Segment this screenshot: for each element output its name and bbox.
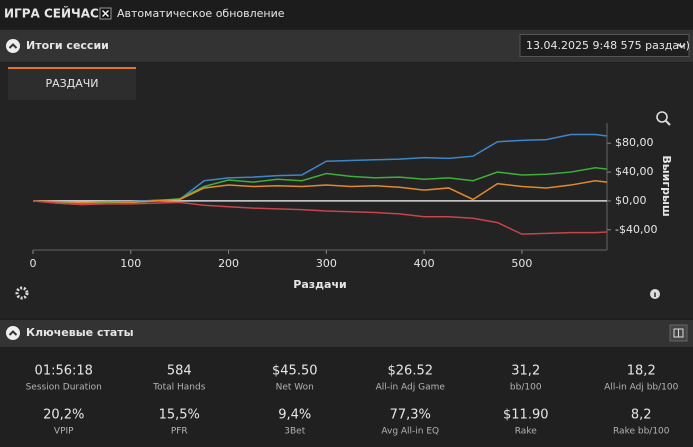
page-title: ИГРА СЕЙЧАС [4,6,99,21]
stats-panel [0,348,693,447]
stat-value: 584 [167,364,192,379]
series-line [32,179,608,204]
stat-label: Rake [515,427,537,437]
stat-value: 18,2 [627,364,656,379]
stat-value: 77,3% [390,408,431,423]
stat-value: 31,2 [511,364,540,379]
y-axis-label: Выигрыш [660,155,673,216]
stat-label: Net Won [276,383,314,393]
session-title: Итоги сессии [26,39,109,52]
collapse-arrow [8,43,18,49]
tab[interactable] [8,67,136,100]
dropdown-chevron [677,43,686,49]
y-tick-label: $80,00 [615,136,654,149]
stat-label: Avg All-in EQ [381,427,439,437]
x-tick-label: 500 [511,257,532,270]
stat-value: 15,5% [159,408,200,423]
stat-label: Session Duration [26,383,102,393]
y-tick-label: -$40,00 [615,223,657,236]
stat-label: Rake bb/100 [613,427,670,437]
zoom-handle [665,120,671,126]
x-tick-label: 300 [316,257,337,270]
tab-label: РАЗДАЧИ [45,77,98,90]
auto-update-label[interactable]: Автоматическое обновление [117,7,285,20]
stats-collapse-arrow [8,330,18,336]
stat-label: All-in Adj Game [376,383,446,393]
session-dropdown[interactable] [519,34,690,57]
stat-value: 8,2 [631,408,652,423]
stat-label: All-in Adj bb/100 [604,383,678,393]
stat-label: Total Hands [152,383,206,393]
stat-label: VPIP [54,427,74,437]
stat-value: 01:56:18 [35,364,93,379]
stats-title: Ключевые статы [26,326,134,339]
x-tick-label: 200 [218,257,239,270]
x-tick-label: 100 [120,257,141,270]
stat-label: bb/100 [510,383,542,393]
stat-value: $11.90 [503,408,549,423]
check-mark [101,9,110,18]
chart-panel [0,63,693,318]
x-tick-label: 400 [414,257,435,270]
collapse-icon[interactable] [6,39,20,53]
settings-icon[interactable] [15,286,29,300]
stat-value: $45.50 [272,364,318,379]
series-line [32,200,608,235]
stat-value: 20,2% [43,408,84,423]
x-axis-label: Раздачи [293,278,346,291]
dropdown-text: 13.04.2025 9:48 575 раздач) [526,39,690,52]
zoom-icon[interactable] [656,111,668,123]
y-tick-label: $40,00 [615,165,654,178]
stat-value: $26.52 [388,364,434,379]
stat-value: 9,4% [278,408,311,423]
top-bar [0,0,693,28]
layout-glyph [673,328,684,338]
tab-indicator [8,67,136,69]
stats-collapse-icon[interactable] [6,326,20,340]
stat-label: 3Bet [284,427,305,437]
y-tick-label: $0,00 [615,194,647,207]
x-tick-label: 0 [30,257,37,270]
plot: 0 100 200 300 400 500 $80,00 $40,00 $0,00 -$40,00… [30,123,673,291]
stat-label: PFR [171,427,188,437]
stats-header [0,320,693,347]
